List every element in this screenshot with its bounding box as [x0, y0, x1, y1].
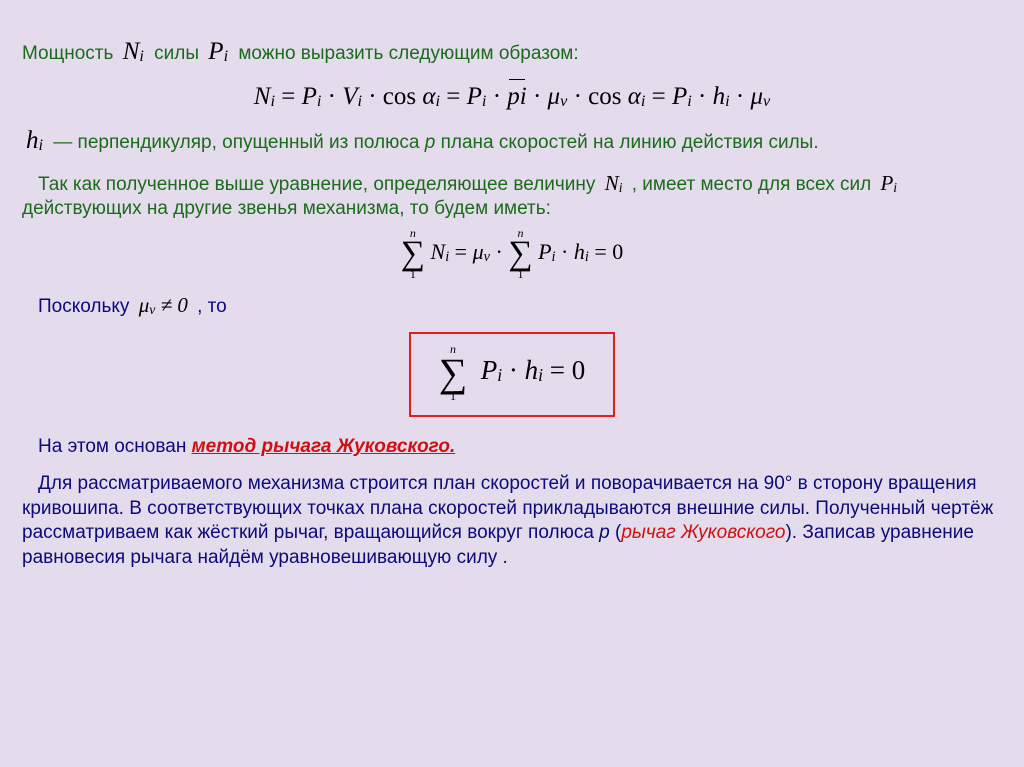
method-name: метод рычага Жуковского.	[192, 436, 456, 457]
equation-sum-zero: n ∑ 1 Ni = μv · n ∑ 1 Pi · hi = 0	[22, 228, 1002, 280]
text: действующих на другие звенья механизма, …	[22, 198, 551, 219]
text: можно выразить следующим образом:	[238, 43, 578, 64]
equation-power: Ni = Pi · Vi · cos αi = Pi · pi · μv · c…	[22, 81, 1002, 114]
equation-boxed: n ∑ 1 Pi · hi = 0	[22, 332, 1002, 418]
text: , имеет место для всех сил	[632, 174, 877, 195]
mu-nonzero: μv ≠ 0	[135, 293, 197, 317]
text: , то	[197, 296, 227, 317]
text: На этом основан	[38, 436, 192, 457]
text: силы	[154, 43, 204, 64]
formula: n ∑ 1 Ni = μv · n ∑ 1 Pi · hi = 0	[401, 239, 624, 264]
since-mu-line: Поскольку μv ≠ 0 , то	[22, 292, 1002, 320]
text: Так как полученное выше уравнение, опред…	[38, 174, 601, 195]
text: Мощность	[22, 43, 119, 64]
method-line: На этом основан метод рычага Жуковского.	[22, 435, 1002, 460]
symbol-P: Pi	[204, 38, 238, 65]
intro-line: Мощность Ni силы Pi можно выразить следу…	[22, 36, 1002, 69]
symbol-N: Ni	[119, 38, 154, 65]
symbol-h: hi	[22, 127, 53, 154]
formula: n ∑ 1 Pi · hi = 0	[439, 355, 586, 385]
symbol-P: Pi	[876, 171, 901, 195]
lever-name: рычаг Жуковского	[621, 522, 785, 543]
text: Поскольку	[38, 296, 135, 317]
perpendicular-line: hi — перпендикуляр, опущенный из полюса …	[22, 125, 1002, 158]
explanation-paragraph: Для рассматриваемого механизма строится …	[22, 472, 1002, 571]
since-equation-line: Так как полученное выше уравнение, опред…	[22, 170, 1002, 222]
symbol-N: Ni	[601, 171, 632, 195]
text: — перпендикуляр, опущенный из полюса р п…	[53, 132, 818, 153]
formula: Ni = Pi · Vi · cos αi = Pi · pi · μv · c…	[254, 83, 770, 110]
